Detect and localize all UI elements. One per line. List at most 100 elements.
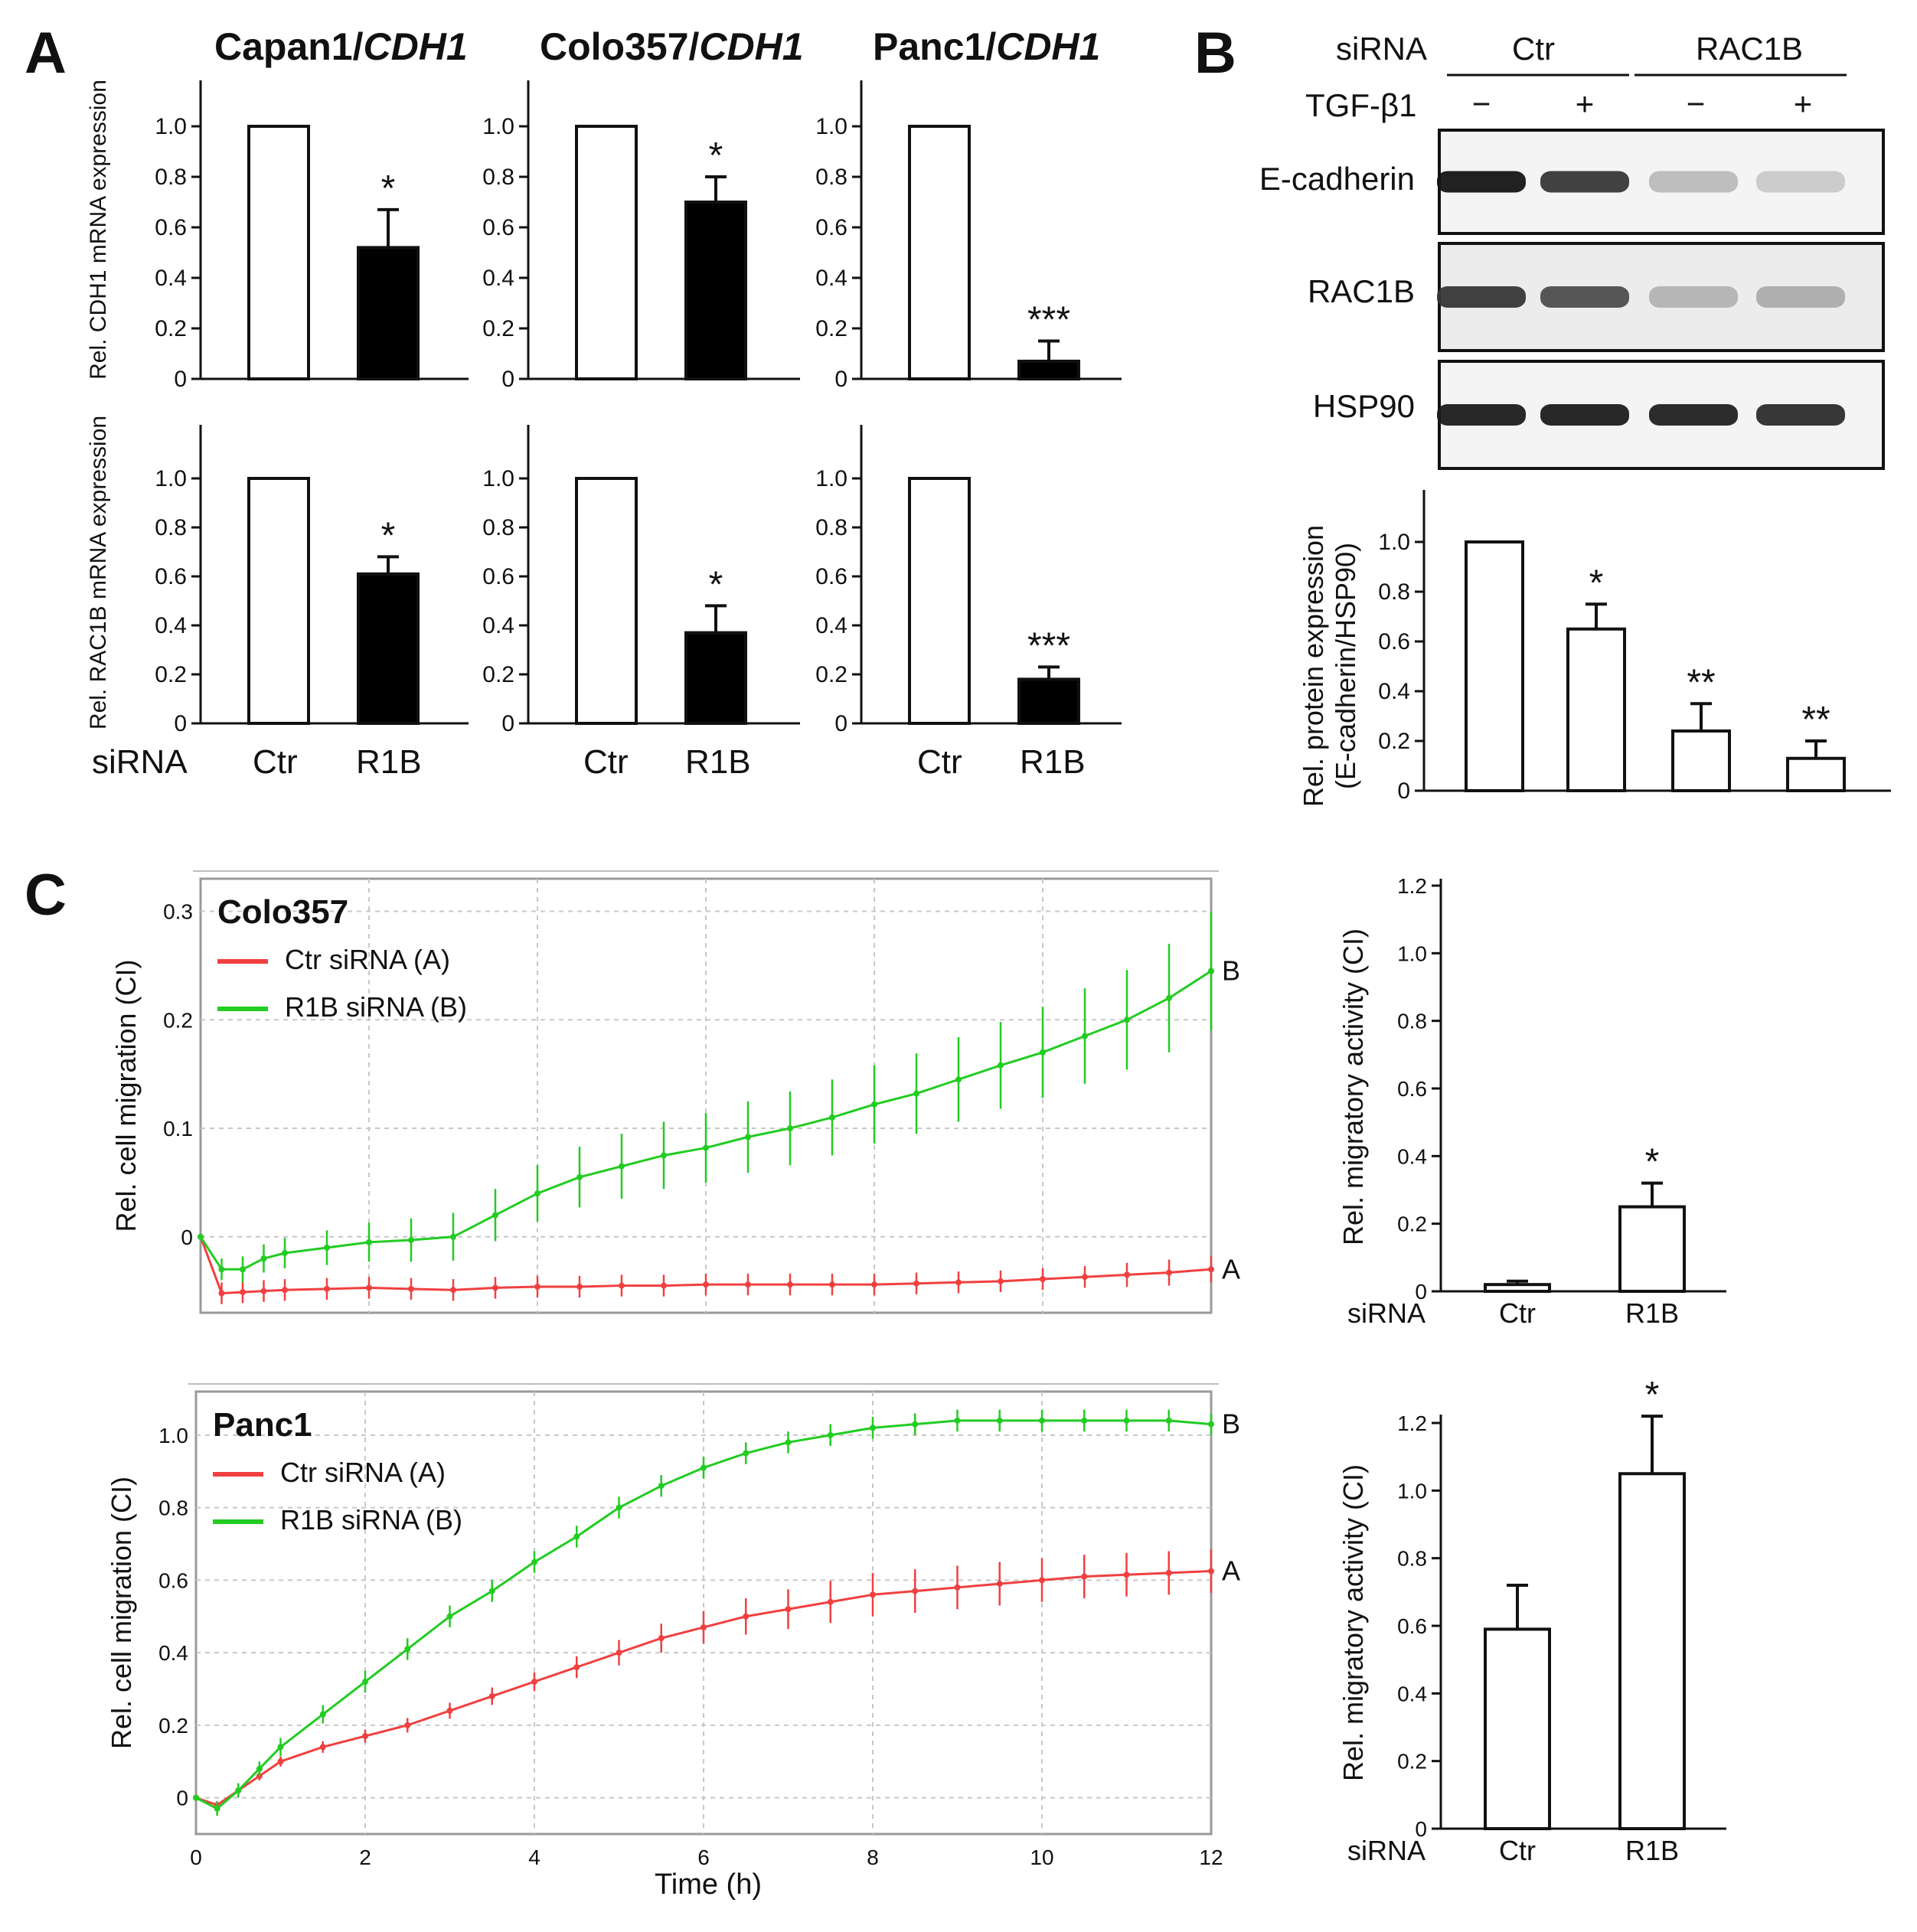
x-tick-label: 8 [867, 1846, 879, 1869]
legend-label: Ctr siRNA (A) [285, 944, 450, 975]
y-tick-label: 0.6 [815, 564, 847, 589]
series-point [829, 1281, 835, 1288]
chart-panc1-rac1b: 0 0.2 0.4 0.6 0.8 1.0 *** [815, 425, 1122, 736]
y-tick-label: 0.4 [1397, 1144, 1427, 1168]
series-point [404, 1646, 411, 1653]
y-tick-label: 0 [1415, 1817, 1427, 1841]
series-point [408, 1237, 414, 1244]
a-cat-ctr-1: Ctr [253, 743, 298, 781]
y-tick-label: 0.4 [815, 266, 847, 291]
y-tick-label: 1.0 [1378, 530, 1410, 555]
series-point [661, 1282, 667, 1289]
b-tgf-minus-2: − [1687, 86, 1706, 122]
y-axis-label: Rel. migratory activity (CI) [1337, 1464, 1369, 1781]
series-point [404, 1722, 411, 1728]
y-tick-label: 0.6 [482, 215, 514, 240]
series-point [955, 1279, 962, 1286]
series-point [827, 1431, 834, 1438]
series-point [488, 1588, 495, 1594]
bar-rac1b- [1671, 729, 1731, 792]
blot-row-label-ecad: E-cadherin [1259, 161, 1415, 197]
b-tgf-minus-1: − [1472, 86, 1491, 122]
series-point [785, 1606, 792, 1613]
series-point [954, 1584, 961, 1591]
series-point [277, 1758, 284, 1765]
chart-colo357-rac1b: 0 0.2 0.4 0.6 0.8 1.0 * [482, 425, 800, 736]
y-tick-label: 0.4 [1378, 679, 1410, 704]
series-point [573, 1533, 580, 1540]
y-tick-label: 1.0 [815, 466, 847, 491]
x-tick-label: 0 [190, 1846, 202, 1869]
series-point [1165, 1417, 1172, 1424]
legend-label: R1B siRNA (B) [280, 1504, 462, 1535]
series-point [1123, 1417, 1130, 1424]
title-panc1: Panc1/CDH1 [873, 25, 1100, 68]
plot-title: Colo357 [217, 893, 348, 931]
y-tick-label: 0.6 [155, 564, 187, 589]
significance-star: * [1645, 1375, 1660, 1415]
blot-band [1437, 171, 1526, 193]
bar-r1b [1618, 1205, 1686, 1294]
y-tick-label: 0 [176, 1787, 188, 1810]
series-point [1165, 1569, 1172, 1576]
y-tick-label: 0.2 [155, 662, 187, 687]
a-cat-ctr-2: Ctr [583, 743, 629, 781]
y-tick-label: 0.6 [1378, 629, 1410, 654]
series-point [703, 1281, 709, 1288]
series-point [619, 1163, 625, 1170]
y-tick-label: 0 [1397, 778, 1410, 804]
y-tick-label: 0.1 [163, 1117, 193, 1141]
y-tick-label: 0.8 [815, 515, 847, 540]
series-point [745, 1134, 751, 1141]
chart-colo357-cdh1: 0 0.2 0.4 0.6 0.8 1.0 * [482, 80, 800, 392]
x-tick-label: 4 [528, 1846, 540, 1869]
series-point [492, 1212, 498, 1219]
series-point [282, 1250, 288, 1257]
bar-r1b [1017, 677, 1080, 726]
series-point [912, 1588, 919, 1594]
y-tick-label: 0 [501, 711, 514, 736]
y-tick-label: 0 [174, 711, 187, 736]
blot-band [1540, 404, 1629, 426]
y-tick-label: 0.2 [815, 662, 847, 687]
significance-star: ** [1801, 700, 1830, 740]
ylabel-rac1b-mrna: Rel. RAC1B mRNA expression [86, 416, 111, 729]
series-point [661, 1152, 667, 1159]
category-label-ctr: Ctr [1499, 1835, 1536, 1866]
series-point [450, 1233, 456, 1240]
series-point [324, 1285, 330, 1292]
series-point [619, 1282, 625, 1289]
significance-star: * [709, 135, 723, 176]
series-point [531, 1679, 537, 1686]
blot-row-label-rac1b: RAC1B [1308, 273, 1415, 309]
series-point [282, 1287, 288, 1294]
series-point [1081, 1573, 1088, 1580]
panel-letter-b: B [1194, 21, 1236, 86]
series-point [277, 1744, 284, 1751]
legend-label: Ctr siRNA (A) [280, 1457, 446, 1488]
b-rac1b-label: RAC1B [1696, 31, 1803, 67]
series-point [1082, 1033, 1088, 1039]
category-label-ctr: Ctr [1499, 1297, 1536, 1329]
y-tick-label: 0 [501, 367, 514, 392]
series-point [260, 1287, 267, 1294]
y-tick-label: 0.2 [163, 1008, 193, 1032]
y-tick-label: 0.8 [1397, 1010, 1427, 1033]
series-point [1040, 1276, 1046, 1283]
title-colo357: Colo357/CDH1 [540, 25, 804, 68]
series-point [573, 1664, 580, 1671]
y-axis-label: Rel. cell migration (CI) [106, 1477, 137, 1749]
y-tick-label: 0 [834, 367, 847, 392]
series-point [260, 1255, 267, 1262]
bar-ctr [1484, 1283, 1551, 1293]
y-tick-label: 0.4 [155, 266, 187, 291]
chart-panc1-cdh1: 0 0.2 0.4 0.6 0.8 1.0 *** [815, 80, 1122, 392]
series-point [319, 1744, 326, 1751]
significance-star: * [381, 168, 396, 209]
series-point [256, 1765, 263, 1772]
series-point [912, 1421, 919, 1428]
bar-r1b [1618, 1472, 1686, 1830]
series-point [1208, 1421, 1214, 1428]
series-point [829, 1114, 835, 1121]
a-cat-r1b-1: R1B [356, 743, 422, 781]
